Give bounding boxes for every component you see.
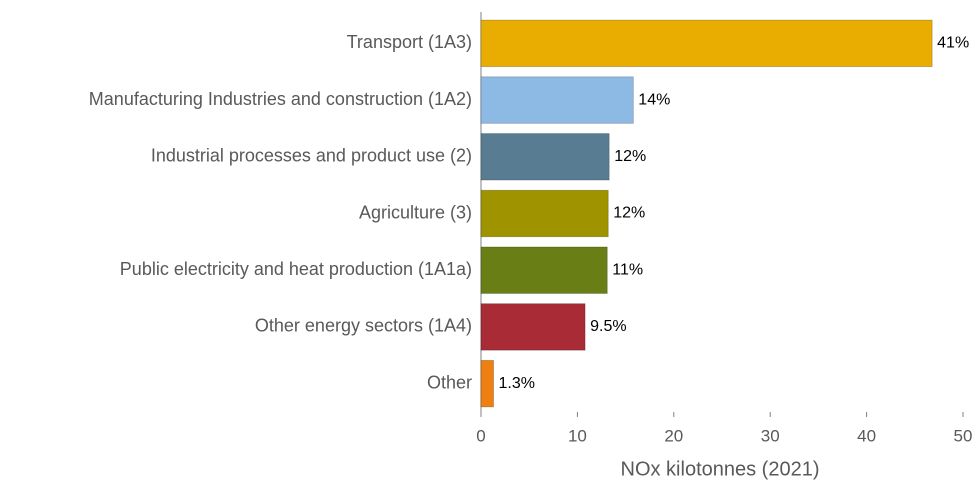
bar	[480, 189, 609, 238]
value-label: 11%	[612, 261, 643, 278]
y-tick-label: Other energy sectors (1A4)	[255, 316, 472, 336]
x-tick-label: 20	[664, 426, 683, 445]
value-label: 12%	[614, 148, 646, 165]
value-label: 9.5%	[590, 318, 626, 335]
bar	[480, 133, 610, 181]
bar	[480, 246, 608, 294]
y-tick-label: Manufacturing Industries and constructio…	[89, 89, 472, 109]
x-tick-label: 40	[857, 426, 876, 445]
x-tick-label: 50	[954, 426, 973, 445]
y-tick-label: Other	[427, 372, 472, 392]
value-label: 14%	[638, 91, 670, 108]
value-label: 1.3%	[499, 375, 535, 392]
y-tick-label: Agriculture (3)	[359, 202, 472, 222]
bar	[480, 76, 634, 124]
value-label: 12%	[613, 205, 645, 222]
x-tick-label: 30	[761, 426, 780, 445]
x-tick-label: 0	[476, 426, 485, 445]
bar	[480, 303, 586, 351]
bar	[480, 359, 494, 408]
x-axis-title: NOx kilotonnes (2021)	[621, 458, 820, 480]
bar	[480, 19, 933, 68]
y-tick-label: Public electricity and heat production (…	[120, 259, 472, 279]
y-tick-label: Transport (1A3)	[347, 32, 472, 52]
value-label: 41%	[937, 35, 969, 52]
y-tick-label: Industrial processes and product use (2)	[151, 146, 472, 166]
x-tick-label: 10	[568, 426, 587, 445]
